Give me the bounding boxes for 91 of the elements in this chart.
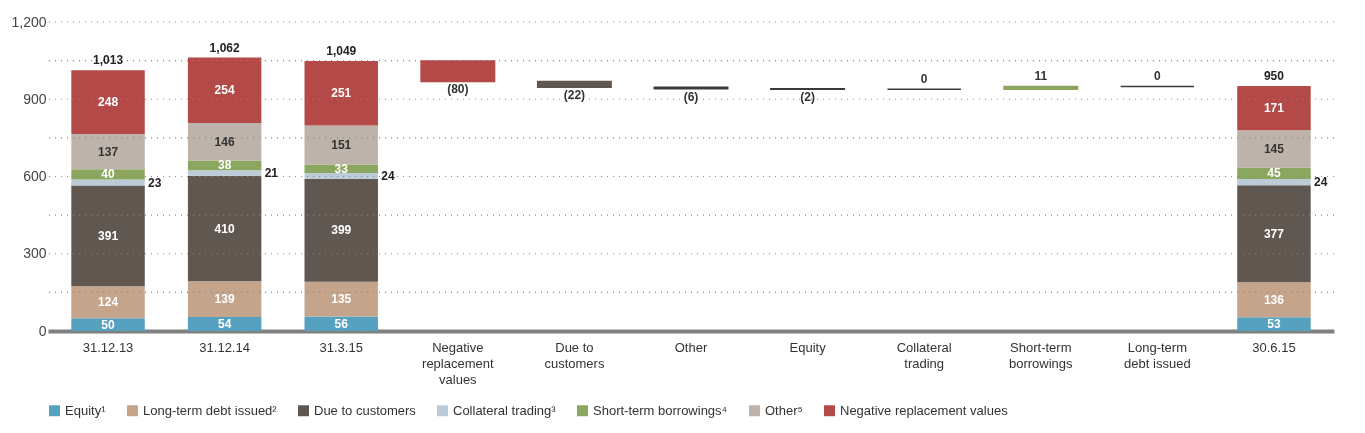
bar — [71, 185, 145, 287]
data-label: 145 — [1263, 141, 1285, 156]
data-label: (6) — [683, 89, 699, 104]
bar — [304, 281, 378, 317]
legend-label: Negative replacement values — [840, 402, 1009, 418]
bar — [304, 179, 378, 282]
legend-label: Other⁵ — [765, 402, 803, 418]
data-label: 171 — [1263, 101, 1285, 116]
data-label: 24 — [1313, 175, 1328, 190]
y-tick-label: 0 — [38, 322, 47, 339]
legend-label: Collateral trading³ — [453, 402, 557, 418]
bar — [304, 172, 378, 180]
bar — [1237, 167, 1311, 180]
legend-label: Due to customers — [314, 402, 417, 418]
data-label: 54 — [217, 317, 232, 332]
data-label: 53 — [1267, 317, 1281, 332]
bar — [304, 60, 378, 126]
data-label: 38 — [217, 158, 232, 173]
bar — [1237, 86, 1311, 131]
x-tick-label: Other — [674, 339, 708, 355]
total-label: 1,062 — [209, 40, 240, 55]
bar — [304, 125, 378, 165]
legend-label: Equity¹ — [65, 402, 107, 418]
x-tick-label: Short-term borrowings — [1008, 339, 1074, 371]
data-label: 0 — [920, 72, 928, 87]
data-label: 0 — [1154, 69, 1162, 84]
data-label: 23 — [148, 175, 162, 190]
legend-label: Long-term debt issued² — [143, 402, 278, 418]
data-label: 21 — [264, 166, 279, 181]
bar — [1237, 179, 1311, 186]
bar — [304, 164, 378, 173]
bar — [187, 170, 262, 176]
x-tick-label: Equity — [789, 339, 827, 355]
bar — [1003, 85, 1079, 90]
data-label: 410 — [214, 221, 235, 236]
y-tick-label: 300 — [23, 245, 47, 262]
data-label: 24 — [381, 168, 395, 183]
bar — [187, 317, 262, 331]
data-label: 50 — [101, 317, 116, 332]
bar — [1237, 185, 1311, 283]
bar — [187, 175, 262, 282]
data-label: 139 — [214, 292, 235, 307]
legend-label: Short-term borrowings⁴ — [593, 402, 728, 418]
x-tick-label: Collateral trading — [896, 339, 952, 371]
data-label: 251 — [331, 86, 352, 101]
x-tick-label: 30.6.15 — [1252, 339, 1296, 355]
x-tick-label: 31.12.14 — [199, 339, 250, 355]
bar — [71, 169, 145, 180]
data-label: 11 — [1034, 69, 1048, 84]
total-label: 1,013 — [93, 53, 124, 68]
y-tick-label: 900 — [23, 90, 47, 107]
data-label: 135 — [331, 292, 352, 307]
bar — [71, 286, 145, 319]
bar — [1237, 282, 1311, 318]
data-label: 136 — [1263, 292, 1285, 307]
data-label: (22) — [563, 88, 586, 103]
data-label: 137 — [98, 144, 119, 159]
data-label: 40 — [101, 167, 116, 182]
x-tick-label: 31.3.15 — [319, 339, 363, 355]
x-tick-label: Long-term debt issued — [1124, 339, 1191, 371]
bar — [1237, 130, 1311, 168]
y-tick-label: 600 — [23, 168, 47, 184]
data-label: 33 — [334, 161, 349, 176]
data-label: 248 — [98, 95, 119, 110]
bar — [71, 179, 145, 186]
y-tick-label: 1,200 — [11, 13, 47, 30]
data-label: 124 — [98, 295, 119, 310]
x-tick-label: Due to customers — [544, 339, 605, 371]
data-label: 45 — [1267, 166, 1281, 181]
bar — [71, 318, 145, 331]
bar — [187, 122, 262, 161]
total-label: 950 — [1263, 69, 1285, 84]
bar — [187, 281, 262, 318]
data-label: 399 — [331, 223, 352, 238]
bar — [71, 134, 145, 170]
data-label: 151 — [331, 137, 352, 152]
data-label: 377 — [1263, 226, 1285, 241]
x-tick-label: 31.12.13 — [82, 339, 134, 355]
total-label: 1,049 — [326, 43, 357, 58]
data-label: 146 — [214, 134, 235, 149]
x-tick-label: Negative replacement values — [422, 339, 494, 387]
data-label: (2) — [800, 90, 815, 105]
bar — [187, 57, 262, 123]
bar — [536, 80, 612, 88]
bar — [420, 60, 496, 83]
bar — [71, 70, 145, 135]
data-label: 254 — [214, 83, 235, 98]
data-label: (80) — [447, 82, 469, 97]
data-label: 56 — [334, 316, 349, 331]
bar — [1237, 317, 1311, 331]
data-label: 391 — [98, 228, 119, 243]
